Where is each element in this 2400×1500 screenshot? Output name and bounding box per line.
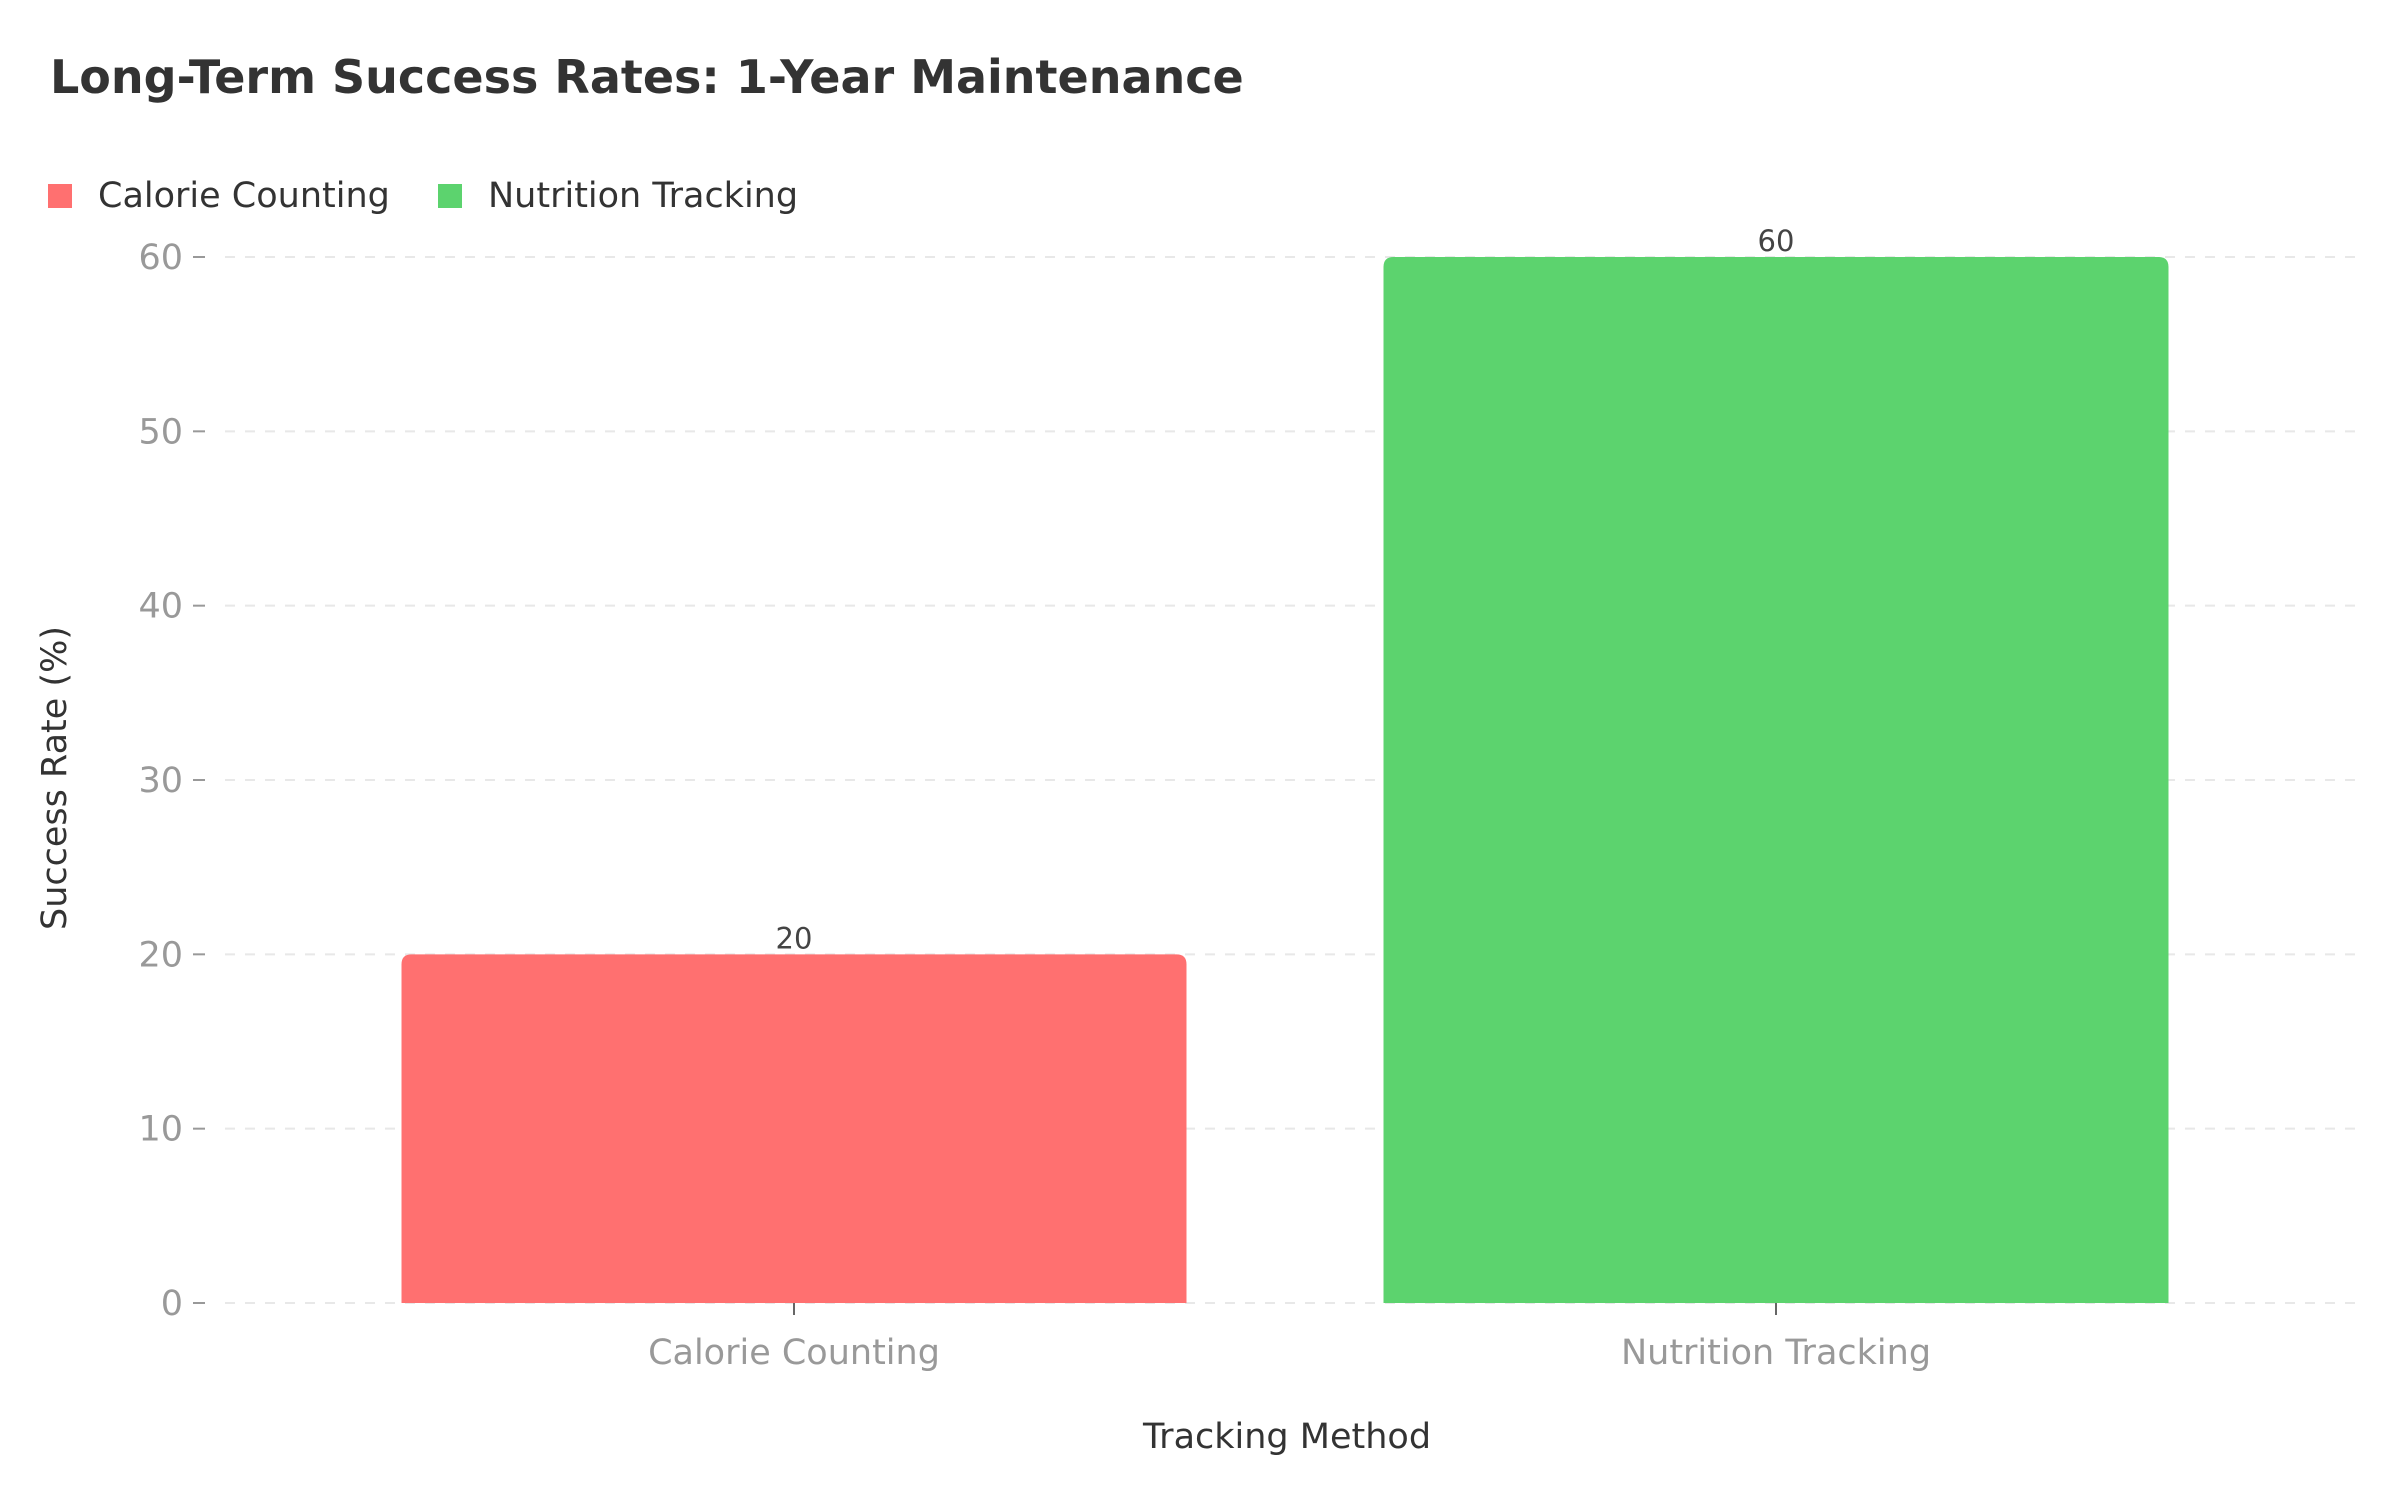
y-axis-label: Success Rate (%) [35,626,75,930]
legend-label-nutrition-tracking: Nutrition Tracking [488,176,798,216]
x-tick-label-nutrition-tracking: Nutrition Tracking [1621,1333,1931,1373]
bar-nutrition-tracking [1383,257,2169,1303]
bars [401,257,2169,1303]
y-tick-label-20: 20 [138,935,183,975]
y-tick-label-60: 60 [138,238,183,278]
legend-label-calorie-counting: Calorie Counting [98,176,390,216]
data-label-calorie-counting: 20 [776,921,813,955]
legend: Calorie Counting Nutrition Tracking [48,176,798,216]
x-axis-ticks: Calorie Counting Nutrition Tracking [648,1303,1931,1373]
y-tick-label-50: 50 [138,412,183,452]
y-tick-label-30: 30 [138,761,183,801]
legend-swatch-calorie-counting [48,184,72,208]
y-tick-label-40: 40 [138,587,183,627]
x-tick-label-calorie-counting: Calorie Counting [648,1333,940,1373]
y-tick-label-10: 10 [138,1110,183,1150]
y-tick-label-0: 0 [161,1284,183,1324]
legend-swatch-nutrition-tracking [438,184,462,208]
y-axis-ticks: 0 10 20 30 40 50 60 [138,238,205,1324]
bar-calorie-counting [401,954,1187,1303]
chart-title: Long-Term Success Rates: 1-Year Maintena… [50,50,1244,104]
data-label-nutrition-tracking: 60 [1758,224,1795,258]
x-axis-label: Tracking Method [1142,1417,1431,1457]
